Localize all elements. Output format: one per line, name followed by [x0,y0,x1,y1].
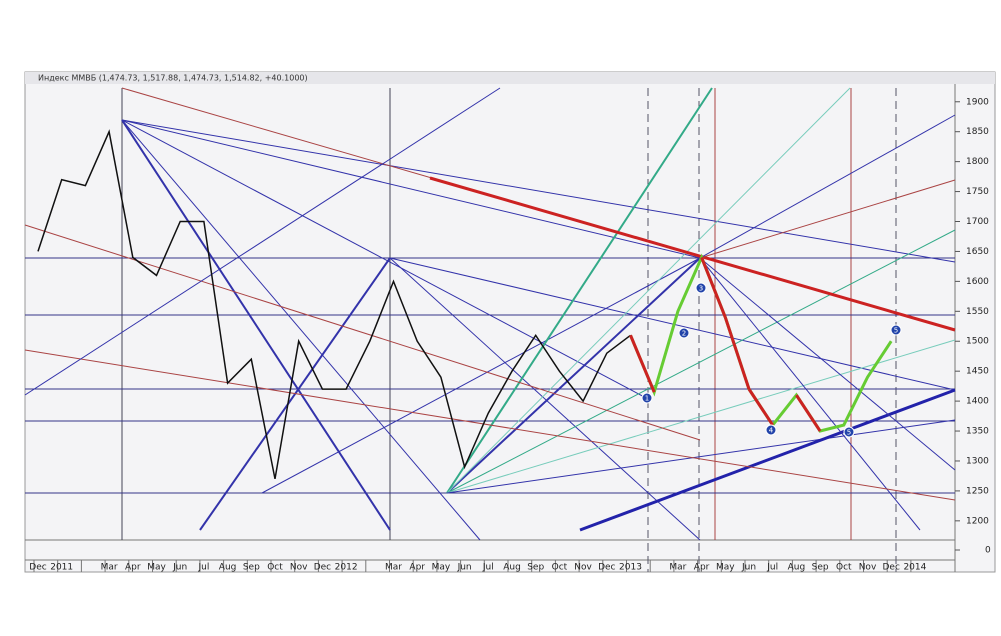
x-tick-label: 2013 [619,563,642,573]
wave-marker [890,324,902,336]
x-tick-label: Dec [29,563,46,573]
y-tick-label: 1850 [966,127,989,137]
chart-frame [24,71,996,573]
y-tick-label: 1650 [966,247,989,257]
wave-label: 2 [682,330,686,338]
y-tick-label: 1700 [966,217,989,227]
fan-line [389,257,701,541]
x-tick-label: Nov [859,563,877,573]
fan-line [261,257,701,494]
wave-marker [641,392,653,404]
x-tick-label: Jun [741,563,756,573]
trend-line [429,176,956,332]
x-tick-label: Aug [503,563,521,573]
fan-line [446,419,956,494]
y-tick-label: 0 [985,546,991,556]
fan-line [121,119,956,263]
y-tick-label: 1550 [966,307,989,317]
wave-label: 1 [645,395,649,403]
x-tick-label: Jul [197,563,209,573]
x-tick-label: Aug [788,563,806,573]
chart-title: Индекс ММВБ (1,474.73, 1,517.88, 1,474.7… [38,74,308,83]
y-tick-label: 1800 [966,157,989,167]
y-tick-label: 1750 [966,187,989,197]
x-tick-label: Apr [125,563,141,573]
y-tick-label: 1200 [966,516,989,526]
down-segment [700,256,727,318]
wave-marker [843,426,855,438]
x-tick-label: Nov [574,563,592,573]
fan-line [121,119,391,531]
y-tick-label: 1350 [966,427,989,437]
x-tick-label: Dec [598,563,615,573]
y-tick-label: 1900 [966,97,989,107]
x-tick-label: Sep [527,563,544,573]
fan-line [699,114,956,259]
wave-marker [765,424,777,436]
down-segment [795,394,822,432]
x-tick-label: Sep [812,563,829,573]
x-tick-label: Jun [172,563,187,573]
fan-line [24,87,501,396]
x-tick-label: Jun [457,563,472,573]
price-line [37,129,631,480]
x-tick-label: Dec [314,563,331,573]
x-tick-label: 2011 [50,563,73,573]
x-tick-label: Sep [243,563,260,573]
down-segment [723,316,751,390]
trend-line [579,388,956,532]
wave-label: 3 [699,285,703,293]
wave-label: 5 [847,429,851,437]
down-segment [629,334,656,393]
fan-line [121,119,701,259]
fan-line [121,119,481,541]
wave-label: 5 [894,327,898,335]
x-tick-label: Oct [836,563,852,573]
fan-line [699,179,956,259]
x-tick-label: Apr [694,563,710,573]
x-tick-label: Nov [290,563,308,573]
wave-marker [678,327,690,339]
x-tick-label: May [716,563,735,573]
fan-line [446,257,701,494]
y-tick-label: 1250 [966,486,989,496]
x-tick-label: Oct [552,563,568,573]
fan-line [446,87,851,494]
x-tick-label: Mar [101,563,118,573]
x-tick-label: May [147,563,166,573]
x-tick-label: 2012 [335,563,358,573]
x-tick-label: Dec [882,563,899,573]
y-tick-label: 1500 [966,337,989,347]
fan-line [446,229,956,494]
x-tick-label: May [432,563,451,573]
down-segment [747,388,774,426]
fan-line [24,349,956,501]
x-tick-label: Apr [409,563,425,573]
x-tick-label: Jul [482,563,494,573]
y-tick-label: 1450 [966,367,989,377]
x-tick-label: Oct [267,563,283,573]
x-tick-label: Jul [766,563,778,573]
x-tick-label: Mar [385,563,402,573]
x-tick-label: Aug [219,563,237,573]
y-tick-label: 1400 [966,397,989,407]
fan-line [699,257,956,471]
x-tick-label: Mar [669,563,686,573]
y-tick-label: 1600 [966,277,989,287]
wave-marker [695,282,707,294]
wave-label: 4 [769,427,774,435]
title-bar [25,72,995,84]
fan-line [699,257,921,531]
y-tick-label: 1300 [966,456,989,466]
fan-line [446,339,956,494]
x-tick-label: 2014 [903,563,926,573]
fan-line [121,119,651,401]
